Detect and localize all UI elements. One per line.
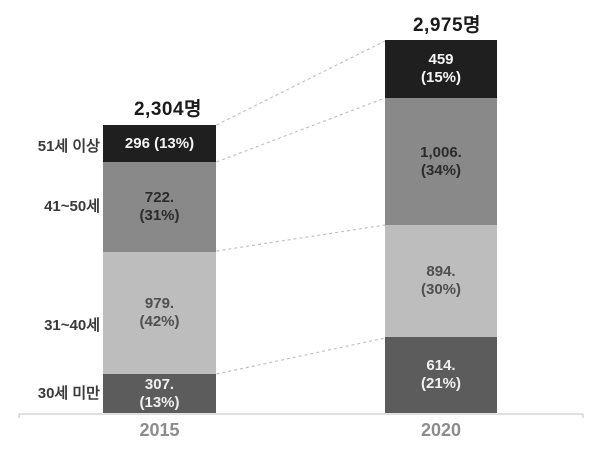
total-label-2015: 2,304명 — [133, 99, 203, 120]
total-label-2020: 2,975명 — [412, 15, 482, 36]
segment-percent-label: (30%) — [420, 281, 461, 298]
segment-value-label: 722. — [144, 189, 175, 206]
segment-percent-label: (31%) — [139, 207, 180, 224]
segment-2020-31-40: 894. (30%) — [385, 225, 497, 337]
segment-value-label: 1,006. — [420, 143, 462, 161]
bar-2015: 296 (13%) 722. (31%) 979. (42%) 307. (13… — [103, 125, 216, 413]
age-label-41-50: 41~50세 — [44, 198, 100, 215]
segment-value-label: 614. — [426, 357, 456, 374]
connector-line-top — [216, 40, 386, 126]
segment-value-label: 296 (13%) — [124, 134, 195, 152]
connector-line-31-40-bottom — [216, 337, 386, 375]
segment-value-label: 979. — [144, 295, 175, 312]
connector-line-41-50-bottom — [216, 224, 386, 252]
segment-2015-41-50: 722. (31%) — [103, 162, 216, 252]
segment-value-label: 459 — [428, 51, 454, 68]
segment-2020-51-plus: 459 (15%) — [385, 40, 497, 98]
segment-percent-label: (13%) — [139, 393, 180, 411]
segment-percent-label: (42%) — [139, 313, 180, 330]
segment-2015-31-40: 979. (42%) — [103, 252, 216, 374]
age-label-under-30: 30세 미만 — [37, 385, 100, 402]
x-axis-label-2015: 2015 — [139, 420, 180, 440]
x-axis-label-2020: 2020 — [420, 420, 462, 440]
segment-2015-51-plus: 296 (13%) — [103, 125, 216, 162]
bar-2020: 459 (15%) 1,006. (34%) 894. (30%) 614. (… — [385, 40, 497, 413]
segment-value-label: 894. — [426, 263, 456, 280]
age-label-51-plus: 51세 이상 — [37, 138, 100, 155]
connector-line-51plus-bottom — [216, 97, 386, 163]
segment-percent-label: (21%) — [420, 375, 461, 392]
segment-2020-under-30: 614. (21%) — [385, 337, 497, 413]
segment-2015-under-30: 307. (13%) — [103, 374, 216, 413]
segment-percent-label: (15%) — [420, 69, 461, 86]
segment-value-label: 307. — [144, 375, 175, 393]
segment-2020-41-50: 1,006. (34%) — [385, 98, 497, 225]
segment-percent-label: (34%) — [420, 161, 461, 179]
age-label-31-40: 31~40세 — [44, 317, 100, 334]
